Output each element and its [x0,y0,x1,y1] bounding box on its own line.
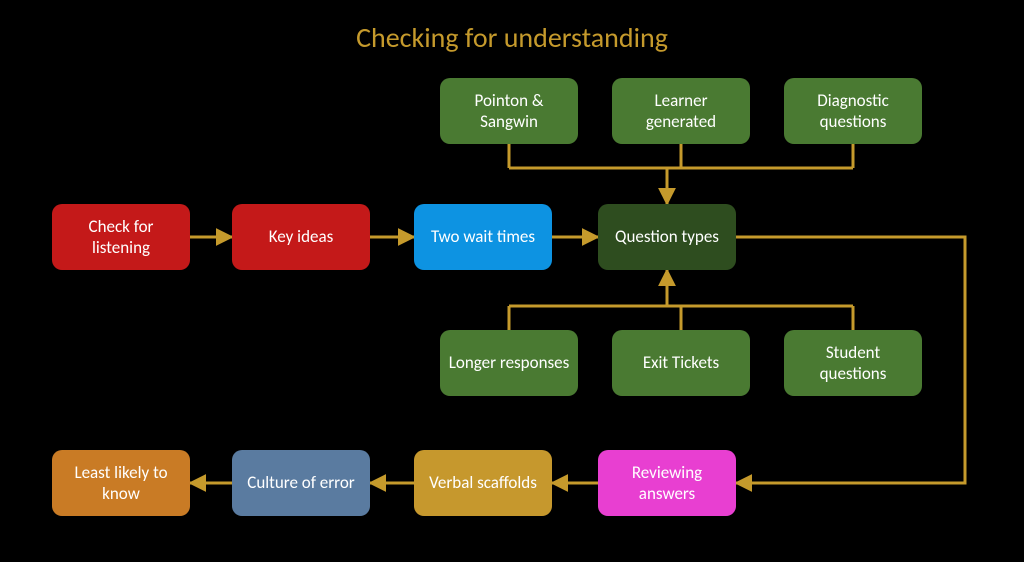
node-culture: Culture of error [232,450,370,516]
node-reviewing: Reviewing answers [598,450,736,516]
node-diagnostic: Diagnostic questions [784,78,922,144]
node-qtypes: Question types [598,204,736,270]
node-check: Check for listening [52,204,190,270]
node-learner: Learner generated [612,78,750,144]
node-student: Student questions [784,330,922,396]
node-keyideas: Key ideas [232,204,370,270]
node-twowait: Two wait times [414,204,552,270]
node-least: Least likely to know [52,450,190,516]
diagram-title: Checking for understanding [0,20,1024,55]
node-pointon: Pointon & Sangwin [440,78,578,144]
node-verbal: Verbal scaffolds [414,450,552,516]
node-longer: Longer responses [440,330,578,396]
node-exit: Exit Tickets [612,330,750,396]
